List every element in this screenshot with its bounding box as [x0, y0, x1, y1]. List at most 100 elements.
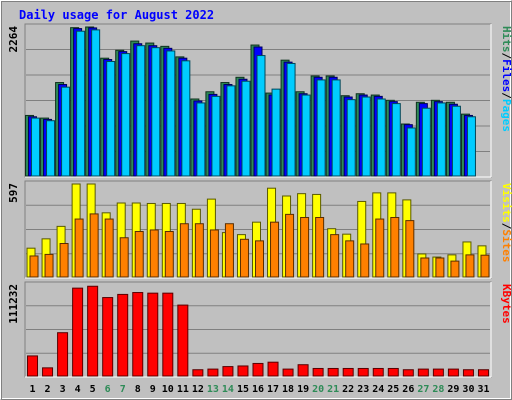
bar-kbytes-day-20	[312, 367, 324, 377]
legend-sites: Sites	[500, 229, 512, 262]
bar-kbytes-day-8	[132, 292, 144, 377]
panel-legend: Visits/Sites	[500, 183, 512, 263]
bar-kbytes-day-29	[447, 368, 459, 377]
bar-kbytes-day-23	[357, 367, 369, 377]
bar-kbytes-day-15	[237, 365, 249, 377]
bar-pages-day-1	[31, 117, 41, 177]
bar-kbytes-day-12	[192, 369, 204, 377]
bar-sites-day-28	[435, 257, 445, 278]
x-axis-labels: 1 2 3 4 5 6 7 8 9 10 11 12 13 14 15 16 17 18 19 20 21 22 23 24 2…	[30, 384, 490, 395]
panel-max-label: 111232	[7, 284, 20, 324]
x-tick-label-31: 31	[477, 384, 489, 395]
bar-pages-day-15	[241, 80, 251, 177]
bar-kbytes-day-3	[57, 332, 69, 377]
x-tick-label-6: 6	[105, 384, 111, 395]
bar-sites-day-30	[465, 254, 475, 278]
bar-pages-day-3	[61, 86, 71, 177]
bar-sites-day-16	[255, 240, 264, 278]
bar-pages-day-26	[406, 127, 416, 177]
bar-kbytes-day-19	[297, 364, 309, 377]
legend-pages: Pages	[500, 99, 512, 132]
bar-sites-day-20	[315, 216, 325, 278]
bar-sites-day-2	[44, 253, 54, 278]
bar-kbytes-day-7	[117, 293, 129, 377]
bar-sites-day-21	[330, 234, 340, 278]
bar-kbytes-day-21	[327, 367, 339, 377]
bar-kbytes-day-18	[282, 368, 294, 377]
bar-pages-day-7	[121, 53, 131, 177]
bar-pages-day-12	[196, 102, 206, 177]
bar-pages-day-16	[256, 55, 266, 177]
bar-sites-day-24	[375, 218, 385, 278]
bar-pages-day-22	[346, 99, 356, 177]
bar-sites-day-31	[480, 254, 490, 278]
bar-kbytes-day-26	[402, 369, 414, 377]
bar-sites-day-9	[149, 229, 159, 278]
panel-legend: KBytes	[500, 284, 512, 324]
bar-pages-day-24	[376, 98, 386, 177]
bar-kbytes-day-2	[42, 367, 54, 377]
bar-pages-day-21	[331, 79, 341, 177]
bar-kbytes-day-31	[477, 369, 489, 377]
bar-kbytes-day-6	[102, 297, 114, 377]
bar-pages-day-19	[301, 94, 311, 177]
bar-pages-day-28	[436, 102, 446, 177]
legend-visits: Visits	[500, 183, 512, 223]
x-tick-label-14: 14	[222, 384, 234, 395]
bar-pages-day-25	[391, 103, 401, 177]
x-tick-label-22: 22	[342, 384, 354, 395]
bar-pages-day-9	[151, 47, 161, 177]
bar-sites-day-26	[405, 220, 415, 278]
bar-sites-day-15	[239, 238, 249, 278]
bar-pages-day-20	[316, 79, 326, 177]
x-tick-label-25: 25	[387, 384, 399, 395]
bar-sites-day-25	[390, 216, 400, 278]
x-tick-label-29: 29	[447, 384, 459, 395]
bar-kbytes-day-30	[462, 369, 474, 377]
x-tick-label-7: 7	[120, 384, 126, 395]
x-tick-label-8: 8	[135, 384, 141, 395]
x-tick-label-23: 23	[357, 384, 369, 395]
bar-sites-day-11	[179, 223, 189, 278]
x-tick-label-5: 5	[90, 384, 96, 395]
bar-pages-day-30	[466, 116, 476, 177]
x-tick-label-13: 13	[207, 384, 219, 395]
bar-kbytes-day-9	[147, 292, 159, 377]
bar-pages-day-6	[106, 60, 116, 177]
x-tick-label-11: 11	[177, 384, 189, 395]
panel-bottom: 111232 KBytes	[7, 281, 512, 378]
legend-separator: /	[500, 223, 512, 230]
legend-separator: /	[500, 53, 512, 60]
bar-kbytes-day-5	[87, 285, 99, 377]
panel-middle: 597 Visits/Sites	[7, 180, 512, 279]
bar-sites-day-22	[345, 240, 355, 278]
bar-kbytes-day-13	[207, 368, 219, 377]
x-tick-label-20: 20	[312, 384, 324, 395]
bar-kbytes-day-28	[432, 368, 444, 377]
x-tick-label-18: 18	[282, 384, 294, 395]
x-tick-label-2: 2	[45, 384, 51, 395]
bar-kbytes-day-4	[72, 287, 84, 377]
x-tick-label-28: 28	[432, 384, 444, 395]
bar-sites-day-18	[285, 213, 295, 278]
x-tick-label-19: 19	[297, 384, 309, 395]
bar-kbytes-day-27	[417, 368, 429, 377]
panel-max-label: 597	[7, 183, 20, 203]
legend-separator: /	[500, 92, 512, 99]
x-tick-label-30: 30	[462, 384, 474, 395]
bar-pages-day-18	[286, 62, 296, 177]
bar-sites-day-17	[270, 221, 280, 278]
bar-pages-day-17	[271, 88, 281, 177]
x-tick-label-4: 4	[75, 384, 81, 395]
chart-title: Daily usage for August 2022	[19, 8, 214, 22]
bar-sites-day-6	[104, 218, 114, 278]
bar-sites-day-12	[194, 223, 204, 278]
bar-pages-day-5	[91, 29, 101, 177]
bar-sites-day-4	[74, 218, 84, 278]
panel-legend: Hits/Files/Pages	[500, 26, 512, 132]
legend-kbytes: KBytes	[500, 284, 512, 324]
x-tick-label-3: 3	[60, 384, 66, 395]
bar-kbytes-day-16	[252, 362, 264, 377]
